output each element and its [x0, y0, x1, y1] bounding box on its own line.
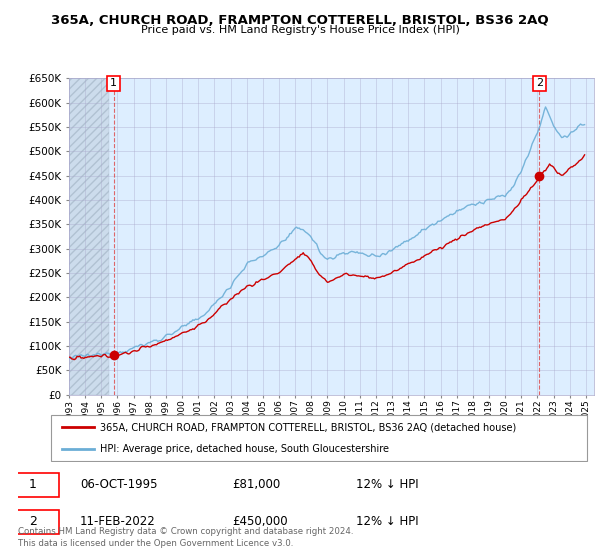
Text: Price paid vs. HM Land Registry's House Price Index (HPI): Price paid vs. HM Land Registry's House … — [140, 25, 460, 35]
Text: 11-FEB-2022: 11-FEB-2022 — [80, 515, 156, 528]
FancyBboxPatch shape — [7, 510, 59, 534]
Text: £450,000: £450,000 — [232, 515, 288, 528]
Text: 2: 2 — [536, 78, 543, 88]
Text: Contains HM Land Registry data © Crown copyright and database right 2024.
This d: Contains HM Land Registry data © Crown c… — [18, 527, 353, 548]
Text: 365A, CHURCH ROAD, FRAMPTON COTTERELL, BRISTOL, BS36 2AQ (detached house): 365A, CHURCH ROAD, FRAMPTON COTTERELL, B… — [100, 422, 516, 432]
FancyBboxPatch shape — [7, 473, 59, 497]
Text: 06-OCT-1995: 06-OCT-1995 — [80, 478, 158, 491]
Text: HPI: Average price, detached house, South Gloucestershire: HPI: Average price, detached house, Sout… — [100, 444, 389, 454]
Text: 1: 1 — [29, 478, 37, 491]
Text: 365A, CHURCH ROAD, FRAMPTON COTTERELL, BRISTOL, BS36 2AQ: 365A, CHURCH ROAD, FRAMPTON COTTERELL, B… — [51, 14, 549, 27]
Text: 1: 1 — [110, 78, 117, 88]
Text: 12% ↓ HPI: 12% ↓ HPI — [356, 515, 419, 528]
Bar — [69, 78, 109, 395]
Text: 2: 2 — [29, 515, 37, 528]
Text: 12% ↓ HPI: 12% ↓ HPI — [356, 478, 419, 491]
FancyBboxPatch shape — [51, 416, 587, 461]
Text: £81,000: £81,000 — [232, 478, 281, 491]
